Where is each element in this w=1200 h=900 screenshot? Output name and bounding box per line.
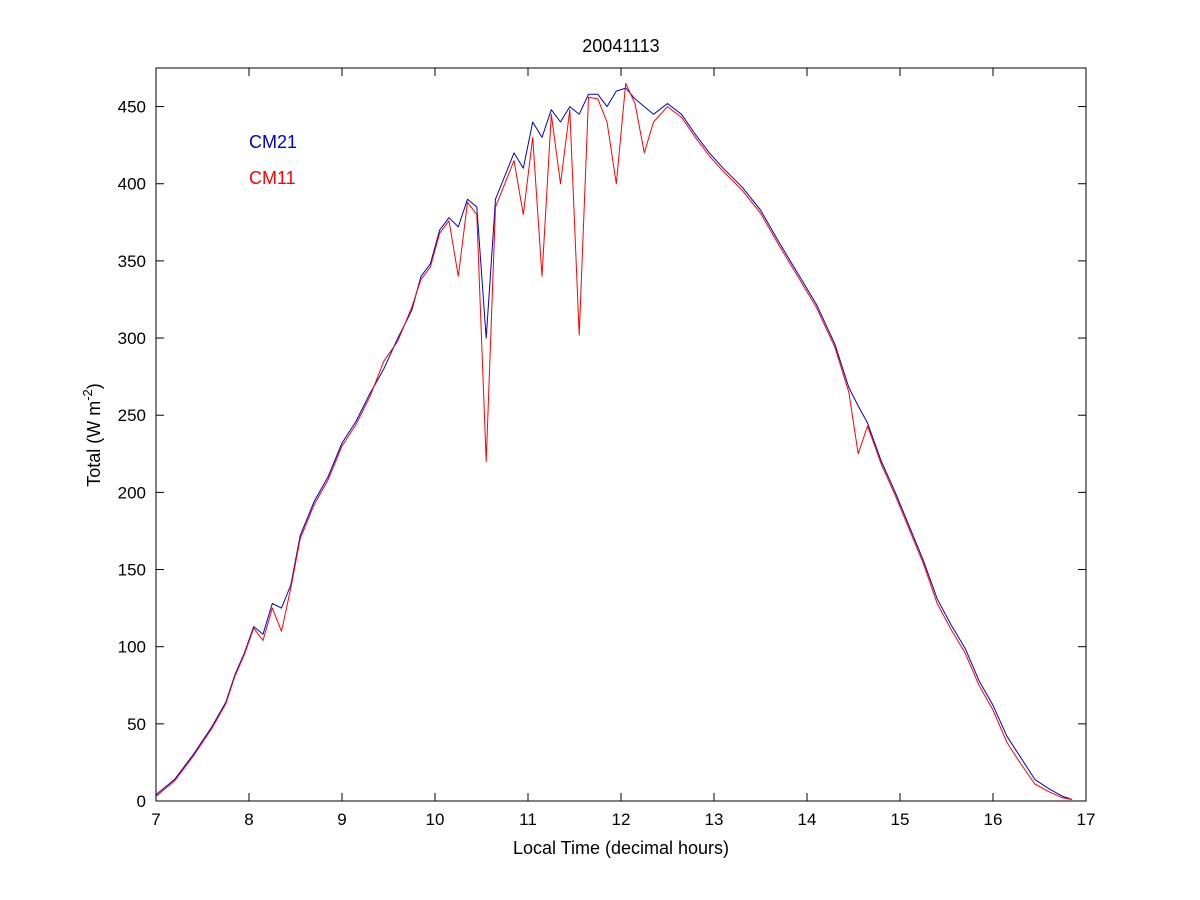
plot-frame	[155, 67, 1087, 802]
y-tick-label-4: 200	[118, 483, 146, 502]
x-axis-title: Local Time (decimal hours)	[513, 838, 729, 858]
x-tick-label-2: 9	[337, 810, 346, 829]
x-ticks: 7 8 9 10 11 12 13 14 15 16 17	[151, 68, 1095, 829]
y-tick-label-0: 0	[137, 792, 146, 811]
x-tick-label-3: 10	[426, 810, 445, 829]
legend-label-cm11: CM11	[249, 168, 296, 188]
x-tick-label-6: 13	[705, 810, 724, 829]
y-axis-title: Total (W m-2)	[80, 383, 104, 487]
series-layer	[155, 82, 1073, 800]
y-tick-label-1: 50	[127, 715, 146, 734]
x-tick-label-1: 8	[244, 810, 253, 829]
x-tick-label-4: 11	[519, 810, 537, 829]
x-tick-label-9: 16	[984, 810, 1003, 829]
plot-background	[156, 68, 1086, 801]
y-tick-label-8: 400	[118, 175, 146, 194]
legend-label-cm21: CM21	[249, 132, 297, 152]
y-axis-title-close: )	[84, 383, 104, 389]
series-line-cm11	[155, 82, 1073, 800]
series-line-cm21	[155, 87, 1073, 800]
y-tick-label-7: 350	[118, 252, 146, 271]
x-tick-label-8: 15	[891, 810, 910, 829]
x-tick-label-5: 12	[612, 810, 631, 829]
y-tick-label-2: 100	[118, 638, 146, 657]
x-tick-label-7: 14	[798, 810, 817, 829]
y-tick-label-9: 450	[118, 98, 146, 117]
x-tick-label-10: 17	[1077, 810, 1096, 829]
y-tick-label-3: 150	[118, 561, 146, 580]
y-axis-title-main: Total (W m	[84, 401, 104, 487]
chart-title: 20041113	[582, 36, 659, 56]
y-axis-title-exponent: -2	[80, 389, 95, 401]
y-ticks: 0 50 100 150 200 250 300 350 400 450	[118, 98, 1086, 811]
x-tick-label-0: 7	[151, 810, 160, 829]
y-tick-label-6: 300	[118, 329, 146, 348]
y-tick-label-5: 250	[118, 406, 146, 425]
